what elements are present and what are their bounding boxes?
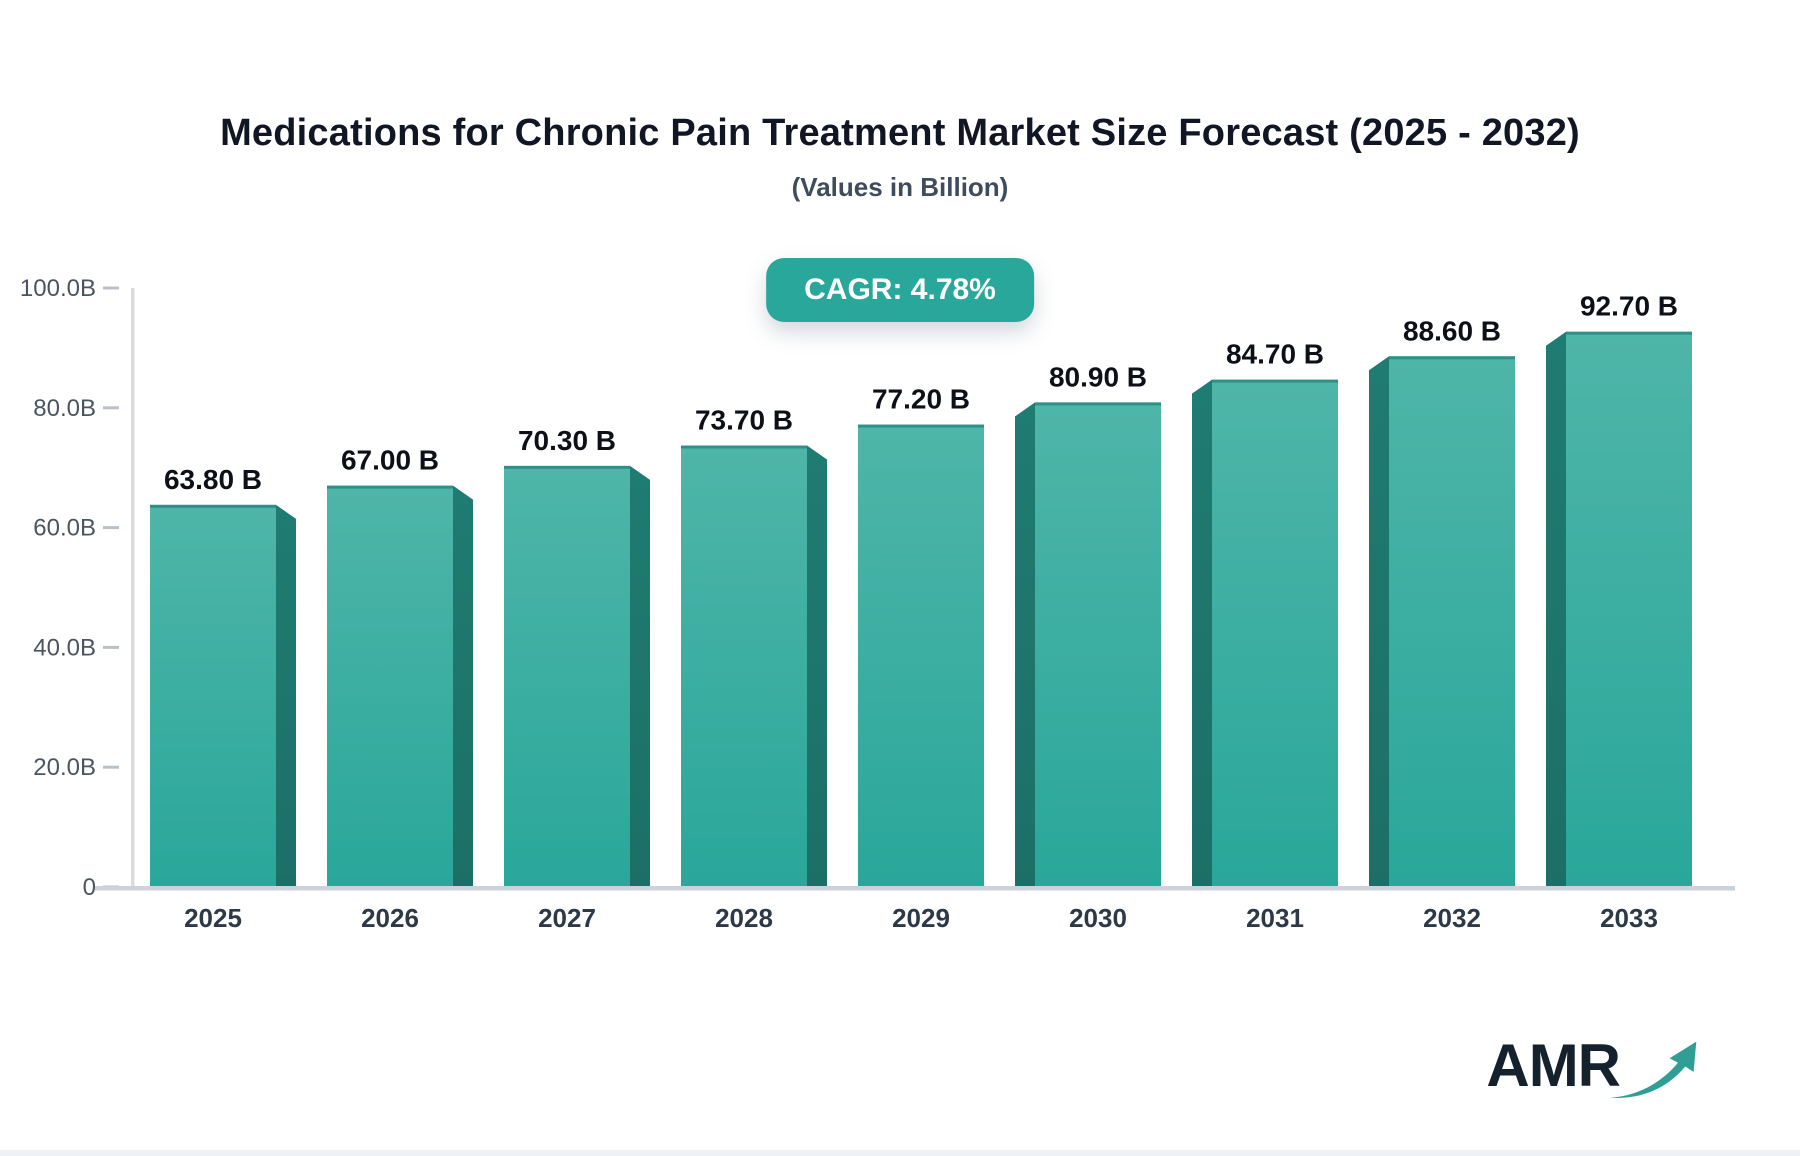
bar-2026	[327, 485, 453, 887]
bar-value-label: 80.90 B	[1049, 361, 1147, 392]
y-tick-mark	[103, 645, 119, 649]
bar-side-face	[1369, 356, 1389, 887]
bar-top-edge	[1035, 402, 1161, 406]
bottom-edge-strip	[0, 1150, 1800, 1156]
bar-value-label: 77.20 B	[872, 384, 970, 415]
bar-top-edge	[327, 485, 453, 489]
bar-top-edge	[858, 424, 984, 428]
bar-side-face	[276, 504, 296, 887]
x-tick-label: 2028	[715, 903, 773, 933]
bar-2029	[858, 424, 984, 887]
bar-side-face	[630, 465, 650, 887]
bar-top-edge	[1566, 331, 1692, 335]
bar-2025	[150, 504, 276, 887]
bar-side-face	[1015, 402, 1035, 887]
page-title: Medications for Chronic Pain Treatment M…	[220, 112, 1580, 154]
bar-2028	[681, 445, 807, 887]
x-tick-label: 2025	[184, 903, 242, 933]
y-tick-label: 20.0B	[33, 754, 96, 781]
bar-2033	[1566, 331, 1692, 887]
bar-2027	[504, 465, 630, 887]
bar-2030	[1035, 402, 1161, 887]
y-tick-label: 0	[83, 874, 96, 901]
x-axis-line	[95, 886, 1735, 891]
bar-side-face	[807, 445, 827, 887]
y-tick-label: 100.0B	[20, 275, 96, 302]
y-axis-line	[131, 288, 135, 890]
bar-side-face	[1546, 331, 1566, 887]
bar-side-face	[1192, 379, 1212, 887]
bar-top-edge	[504, 465, 630, 469]
y-tick-label: 80.0B	[33, 395, 96, 422]
bar-top-edge	[150, 504, 276, 508]
bar-2031	[1212, 379, 1338, 887]
bar-value-label: 92.70 B	[1580, 291, 1678, 322]
x-tick-label: 2029	[892, 903, 950, 933]
cagr-badge: CAGR: 4.78%	[766, 258, 1034, 322]
y-tick-mark	[103, 526, 119, 530]
trend-up-arrow-icon	[1609, 1041, 1697, 1098]
bar-2032	[1389, 356, 1515, 887]
brand-logo: AMR	[1486, 1036, 1700, 1106]
y-tick-label: 60.0B	[33, 515, 96, 542]
x-tick-label: 2030	[1069, 903, 1127, 933]
y-tick-mark	[103, 765, 119, 769]
x-tick-label: 2033	[1600, 903, 1658, 933]
bar-value-label: 63.80 B	[164, 464, 262, 495]
bar-value-label: 73.70 B	[695, 405, 793, 436]
y-tick-mark	[103, 286, 119, 290]
bar-top-edge	[681, 445, 807, 449]
bar-top-edge	[1389, 356, 1515, 360]
bar-value-label: 70.30 B	[518, 425, 616, 456]
bar-side-face	[453, 485, 473, 887]
y-tick-label: 40.0B	[33, 634, 96, 661]
y-tick-mark	[103, 406, 119, 410]
x-tick-label: 2027	[538, 903, 596, 933]
bar-value-label: 67.00 B	[341, 445, 439, 476]
bar-value-label: 88.60 B	[1403, 315, 1501, 346]
brand-logo-text: AMR	[1486, 1032, 1621, 1099]
x-tick-label: 2031	[1246, 903, 1304, 933]
bar-top-edge	[1212, 379, 1338, 383]
x-tick-label: 2032	[1423, 903, 1481, 933]
page-subtitle: (Values in Billion)	[791, 172, 1009, 202]
bar-value-label: 84.70 B	[1226, 339, 1324, 370]
x-tick-label: 2026	[361, 903, 419, 933]
